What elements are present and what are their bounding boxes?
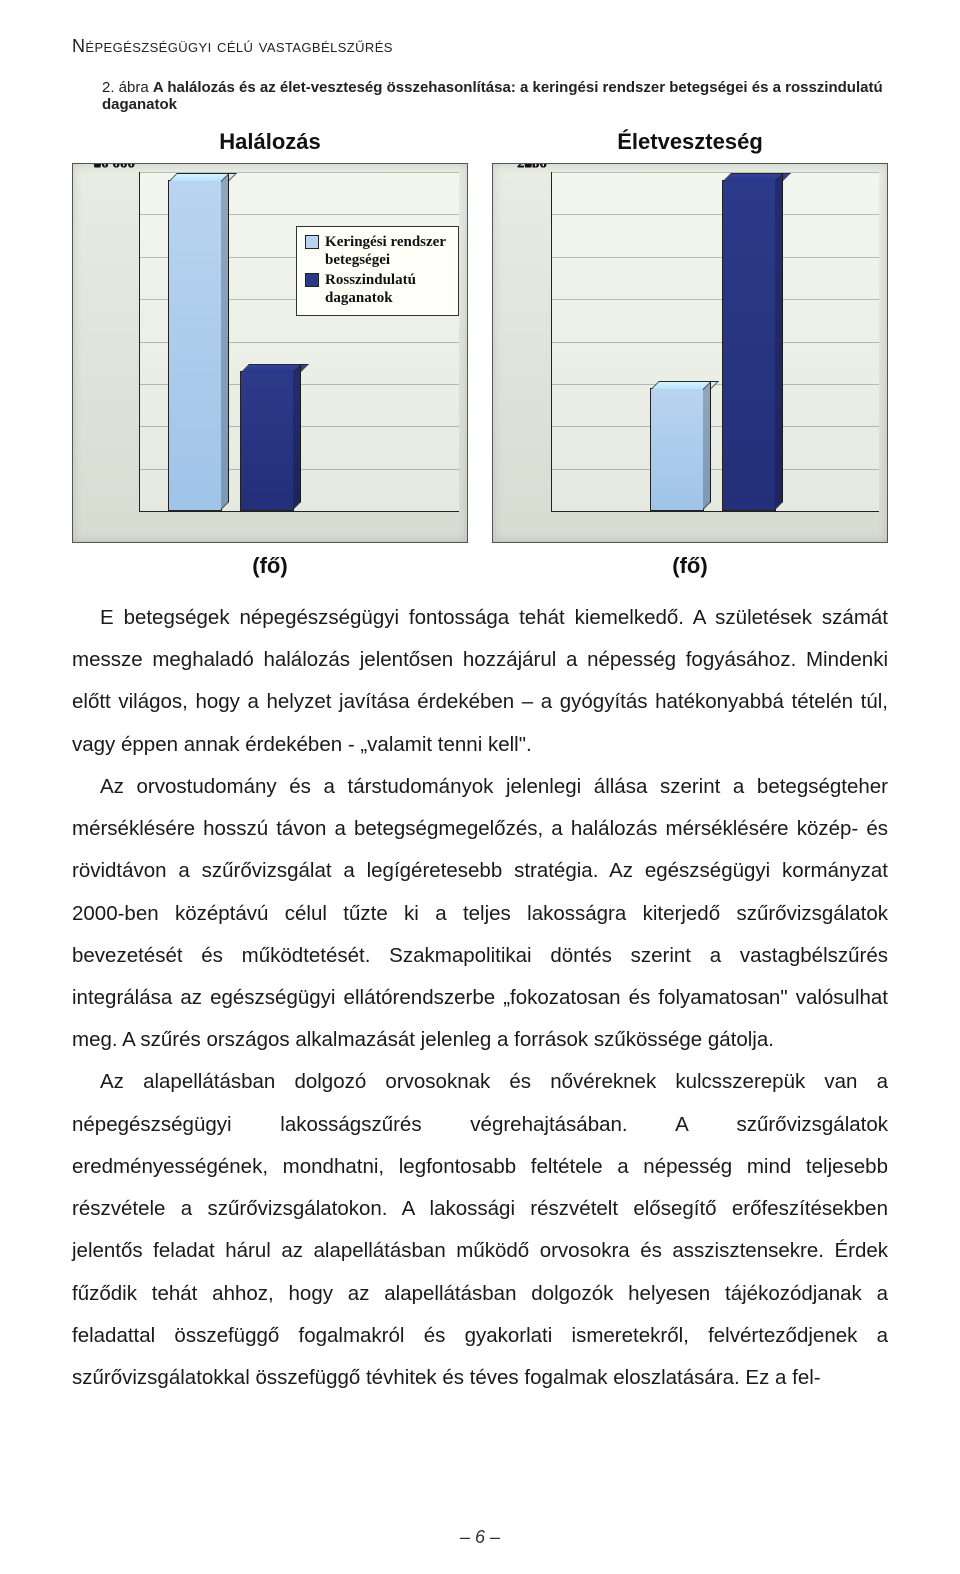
chart1-bar-keringesi — [168, 180, 222, 511]
chart1-ylabel: 0 — [79, 163, 135, 173]
caption-text: A halálozás és az élet-veszteség összeha… — [102, 79, 883, 113]
legend-swatch-dark — [305, 273, 319, 287]
legend-row: Keringési rendszer betegségei — [305, 233, 446, 269]
legend-swatch-light — [305, 235, 319, 249]
chart2-bar-keringesi — [650, 388, 704, 511]
chart1-bar-daganatok — [240, 371, 294, 511]
caption-lead: 2. ábra — [102, 79, 153, 96]
chart2-title: Életveszteség — [492, 129, 888, 155]
chart2-sub: (fő) — [492, 553, 888, 579]
legend-label: Keringési rendszer betegségei — [325, 233, 446, 269]
charts-row: Halálozás 80 000 70 000 60 000 50 000 40… — [72, 129, 888, 579]
chart1-legend: Keringési rendszer betegségei Rosszindul… — [296, 226, 459, 316]
chart-col-lifeyears: Életveszteség 2450 2400 2350 2300 2250 2… — [492, 129, 888, 579]
chart1-plot — [139, 172, 459, 512]
figure-caption: 2. ábra A halálozás és az élet-veszteség… — [102, 79, 888, 113]
chart2-ylabel: 2050 — [499, 163, 547, 173]
chart2-box: 2450 2400 2350 2300 2250 2200 2150 2100 … — [492, 163, 888, 543]
chart-col-mortality: Halálozás 80 000 70 000 60 000 50 000 40… — [72, 129, 468, 579]
paragraph: Az orvostudomány és a társtudományok jel… — [72, 766, 888, 1062]
legend-row: Rosszindulatú daganatok — [305, 271, 446, 307]
chart2-bar-daganatok — [722, 180, 776, 511]
legend-label: Rosszindulatú daganatok — [325, 271, 416, 307]
page-header: Népegészségügyi célú vastagbélszűrés — [72, 36, 888, 57]
paragraph: E betegségek népegészségügyi fontossága … — [72, 597, 888, 766]
chart1-title: Halálozás — [72, 129, 468, 155]
body-text: E betegségek népegészségügyi fontossága … — [72, 597, 888, 1399]
chart1-sub: (fő) — [72, 553, 468, 579]
paragraph: Az alapellátásban dolgozó orvosoknak és … — [72, 1061, 888, 1399]
page-number: – 6 – — [0, 1527, 960, 1548]
chart1-box: 80 000 70 000 60 000 50 000 40 000 30 00… — [72, 163, 468, 543]
chart2-plot — [551, 172, 879, 512]
